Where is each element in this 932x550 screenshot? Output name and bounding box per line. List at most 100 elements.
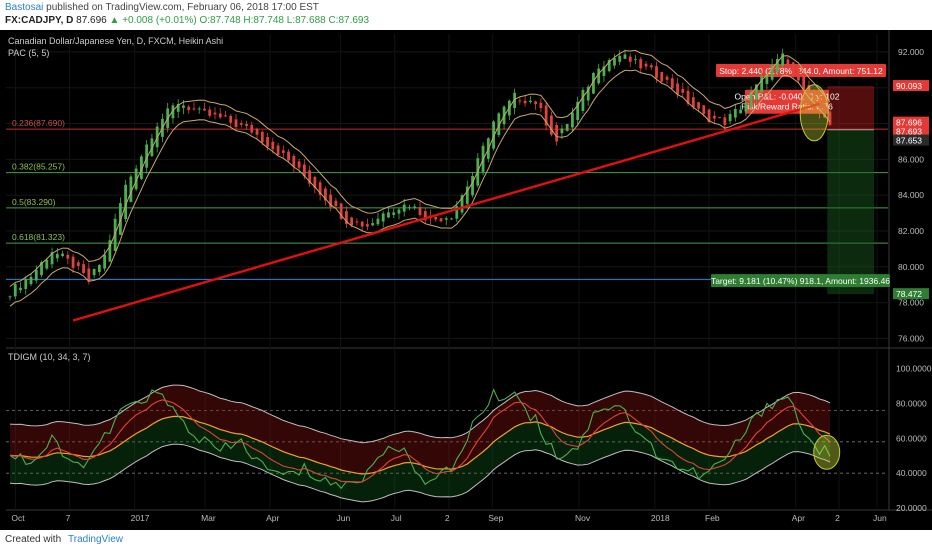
tdi-highlight-ellipse xyxy=(813,434,841,470)
candle-body xyxy=(665,76,669,80)
tdi-tick-label: 40.0000 xyxy=(896,468,927,478)
tradingview-logo-text[interactable]: TradingView xyxy=(68,534,124,545)
target-badge-box xyxy=(711,274,890,288)
candle-body xyxy=(24,279,28,289)
price-label: 87.653 xyxy=(896,136,922,146)
candle-body xyxy=(434,216,438,220)
overlay-lines xyxy=(9,49,831,322)
candle-body xyxy=(613,58,616,66)
candle-body xyxy=(224,115,227,117)
time-tick-label: 7 xyxy=(66,513,71,523)
candle-body xyxy=(366,224,369,227)
candle-body xyxy=(565,124,569,131)
stop-badge-box xyxy=(716,64,886,78)
candle-body xyxy=(555,125,559,142)
candle-body xyxy=(623,54,627,59)
author-link[interactable]: Bastosai xyxy=(5,2,44,13)
tdi-signal-line xyxy=(9,399,831,483)
trendline xyxy=(72,102,820,322)
candle-body xyxy=(528,100,532,103)
position-reward-zone xyxy=(827,129,874,295)
tdi-market-base-line xyxy=(9,415,831,475)
candle-body xyxy=(145,144,149,168)
tdi-tick-label: 100.0000 xyxy=(896,364,932,374)
price-label-box xyxy=(893,80,929,92)
candle-body xyxy=(797,68,800,81)
candle-body xyxy=(134,168,138,190)
candle-body xyxy=(50,252,54,265)
target-badge-text: Target: 9.181 (10.47%) 918.1, Amount: 19… xyxy=(711,276,890,286)
candle-body xyxy=(97,264,101,273)
price-label: 87.696 xyxy=(896,118,922,128)
candle-body xyxy=(103,254,107,269)
candle-body xyxy=(302,164,306,177)
time-tick-label: Jul xyxy=(391,513,402,523)
candle-body xyxy=(802,74,806,96)
candle-body xyxy=(444,218,448,220)
candle-body xyxy=(402,204,406,212)
candle-body xyxy=(786,59,790,66)
candle-body xyxy=(213,112,217,115)
tdi-rsi-line xyxy=(9,388,831,490)
candle-body xyxy=(450,218,453,220)
candle-body xyxy=(733,108,737,118)
candle-body xyxy=(818,98,821,113)
candle-body xyxy=(649,65,653,68)
candle-body xyxy=(276,145,280,156)
main-chart-title: Canadian Dollar/Japanese Yen, D, FXCM, H… xyxy=(8,36,223,46)
candle-body xyxy=(828,111,832,125)
price-tick-label: 92.000 xyxy=(898,47,924,57)
footer: Created with TradingView xyxy=(0,530,932,550)
candle-body xyxy=(281,150,285,153)
candle-body xyxy=(618,55,622,62)
candle-body xyxy=(197,108,201,110)
candle-body xyxy=(360,221,364,227)
candle-body xyxy=(749,91,753,108)
candle-body xyxy=(387,212,390,218)
candle-body xyxy=(376,218,380,225)
candle-body xyxy=(791,62,795,76)
candle-body xyxy=(634,59,637,61)
candle-body xyxy=(129,176,133,202)
candle-body xyxy=(560,128,564,134)
candle-body xyxy=(513,92,516,109)
tdi-panel xyxy=(6,384,888,503)
candle-body xyxy=(187,106,191,111)
price-label-box xyxy=(893,125,929,137)
candle-body xyxy=(460,195,464,213)
symbol-name: FX:CADJPY, D xyxy=(5,15,74,26)
price-tick-label: 84.000 xyxy=(898,190,924,200)
candle-body xyxy=(13,284,17,297)
candle-body xyxy=(549,115,553,135)
time-tick-label: 2 xyxy=(445,513,450,523)
candle-body xyxy=(124,184,128,220)
price-tick-label: 80.000 xyxy=(898,262,924,272)
pac-indicator-label: PAC (5, 5) xyxy=(8,48,49,58)
candle-body xyxy=(670,78,674,89)
candle-body xyxy=(218,113,222,118)
chart-canvas[interactable]: 0.236(87.690) 0.382(85.257) 0.5(83.290) 0.6… xyxy=(0,30,932,530)
publish-text: published on TradingView.com, February 0… xyxy=(43,2,319,13)
candle-body xyxy=(455,206,459,219)
tdi-upper-fill xyxy=(10,385,830,474)
fib-level-label: 0.382(85.257) xyxy=(12,162,65,172)
candle-body xyxy=(287,151,290,161)
candle-body xyxy=(754,84,758,100)
candle-body xyxy=(418,207,422,216)
candle-body xyxy=(66,254,70,259)
candle-body xyxy=(355,221,359,223)
candle-body xyxy=(728,114,732,122)
candle-body xyxy=(439,218,443,222)
fib-level-label: 0.5(83.290) xyxy=(12,197,56,207)
chart-area[interactable]: 0.236(87.690) 0.382(85.257) 0.5(83.290) 0.6… xyxy=(0,30,932,530)
price-tick-label: 82.000 xyxy=(898,226,924,236)
candle-body xyxy=(82,264,85,273)
candle-body xyxy=(40,262,43,276)
candle-body xyxy=(776,59,779,73)
candle-body xyxy=(523,100,527,104)
price-label-box xyxy=(893,116,929,128)
candle-body xyxy=(518,100,522,102)
chart-labels: Canadian Dollar/Japanese Yen, D, FXCM, H… xyxy=(8,36,223,362)
time-tick-label: Apr xyxy=(792,513,805,523)
price-tick-label: 76.000 xyxy=(898,333,924,343)
